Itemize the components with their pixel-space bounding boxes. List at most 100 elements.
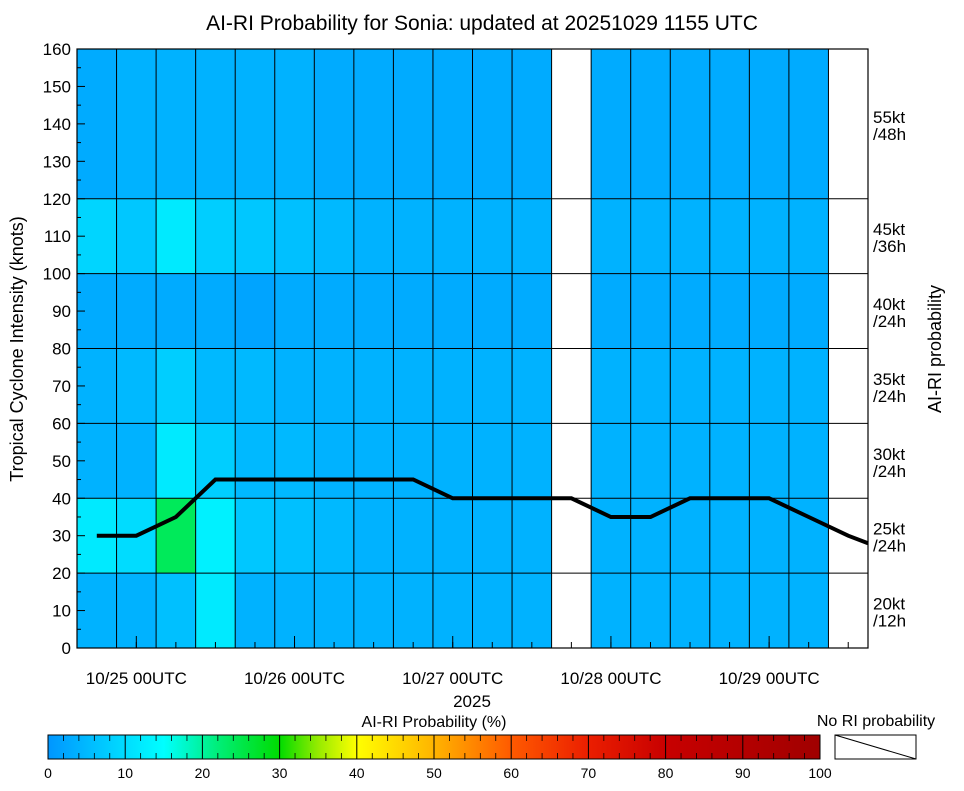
heatmap-cell [472, 423, 513, 499]
heatmap-cells [77, 49, 869, 648]
no-ri-label: No RI probability [817, 713, 935, 730]
row-label-period: /24h [873, 312, 906, 331]
heatmap-cell [788, 49, 829, 199]
heatmap-cell [274, 49, 315, 199]
heatmap-cell [472, 573, 513, 648]
heatmap-cell [709, 49, 750, 199]
x-axis-ticks: 10/25 00UTC 10/26 00UTC 10/27 00UTC 10/28 0… [86, 636, 849, 688]
heatmap-cell [828, 49, 869, 199]
heatmap-cell [709, 498, 750, 574]
heatmap-cell [670, 348, 711, 424]
heatmap-cell [630, 273, 671, 349]
colorbar-tick-label: 20 [195, 765, 211, 781]
heatmap-cell [788, 198, 829, 274]
heatmap-cell [709, 198, 750, 274]
heatmap-cell [709, 573, 750, 648]
heatmap-cell [512, 273, 553, 349]
heatmap-cell [432, 423, 473, 499]
colorbar-tick-label: 50 [426, 765, 442, 781]
heatmap-cell [393, 49, 434, 199]
heatmap-cell [235, 348, 276, 424]
heatmap-cell [116, 573, 157, 648]
colorbar-tick-label: 80 [658, 765, 674, 781]
colorbar-tick-label: 60 [503, 765, 519, 781]
row-label-period: /24h [873, 537, 906, 556]
heatmap-cell [512, 573, 553, 648]
heatmap-cell [235, 498, 276, 574]
heatmap-cell [393, 498, 434, 574]
heatmap-cell [353, 498, 394, 574]
heatmap-cell [630, 423, 671, 499]
row-label-threshold: 30kt [873, 445, 905, 464]
heatmap-cell [116, 198, 157, 274]
heatmap-cell [788, 273, 829, 349]
x-tick-label: 10/25 00UTC [86, 669, 187, 688]
heatmap-cell [709, 273, 750, 349]
row-label-threshold: 40kt [873, 295, 905, 314]
colorbar-tick-label: 30 [272, 765, 288, 781]
heatmap-cell [749, 273, 790, 349]
heatmap-cell [591, 348, 632, 424]
heatmap-cell [393, 348, 434, 424]
heatmap-cell [828, 198, 869, 274]
heatmap-cell [591, 198, 632, 274]
colorbar-tick-label: 10 [117, 765, 133, 781]
heatmap-cell [314, 348, 355, 424]
row-label-threshold: 55kt [873, 108, 905, 127]
row-label-threshold: 20kt [873, 595, 905, 614]
heatmap-cell [788, 348, 829, 424]
heatmap-cell [432, 348, 473, 424]
heatmap-cell [749, 423, 790, 499]
heatmap-cell [472, 348, 513, 424]
y-tick-label: 120 [43, 190, 71, 209]
row-label-threshold: 45kt [873, 220, 905, 239]
x-axis-label: 2025 [453, 692, 491, 711]
heatmap-cell [512, 423, 553, 499]
heatmap-cell [551, 198, 592, 274]
y-tick-label: 50 [52, 452, 71, 471]
chart-title: AI-RI Probability for Sonia: updated at … [206, 12, 758, 35]
heatmap-cell [472, 198, 513, 274]
row-label-period: /12h [873, 612, 906, 631]
heatmap-cell [195, 573, 236, 648]
heatmap-cell [432, 498, 473, 574]
y-tick-label: 150 [43, 77, 71, 96]
heatmap-cell [314, 573, 355, 648]
heatmap-cell [235, 423, 276, 499]
heatmap-cell [828, 573, 869, 648]
y-tick-label: 20 [52, 564, 71, 583]
x-tick-label: 10/26 00UTC [244, 669, 345, 688]
heatmap-cell [432, 273, 473, 349]
y-tick-label: 40 [52, 489, 71, 508]
y-tick-label: 60 [52, 414, 71, 433]
heatmap-cell [551, 423, 592, 499]
heatmap-cell [195, 273, 236, 349]
row-label-threshold: 65kt [873, 0, 905, 4]
row-label-period: /24h [873, 387, 906, 406]
heatmap-cell [670, 423, 711, 499]
heatmap-cell [788, 573, 829, 648]
heatmap-cell [432, 573, 473, 648]
heatmap-cell [156, 573, 197, 648]
colorbar-tick-label: 40 [349, 765, 365, 781]
colorbar-title: AI-RI Probability (%) [362, 714, 507, 731]
y-tick-label: 70 [52, 377, 71, 396]
y-tick-label: 100 [43, 265, 71, 284]
colorbar-tick-label: 90 [735, 765, 751, 781]
heatmap-cell [274, 348, 315, 424]
heatmap-cell [314, 273, 355, 349]
heatmap-cell [551, 498, 592, 574]
heatmap-cell [788, 423, 829, 499]
colorbar-tick-label: 0 [44, 765, 52, 781]
y-tick-label: 30 [52, 527, 71, 546]
heatmap-cell [274, 573, 315, 648]
row-label-period: /24h [873, 462, 906, 481]
row-label-period: /48h [873, 125, 906, 144]
heatmap-cell [353, 273, 394, 349]
row-label-period: /36h [873, 237, 906, 256]
heatmap-cell [512, 498, 553, 574]
heatmap-cell [630, 348, 671, 424]
heatmap-cell [512, 49, 553, 199]
heatmap-cell [195, 348, 236, 424]
row-labels: 20kt/12h25kt/24h30kt/24h35kt/24h40kt/24h… [873, 0, 906, 631]
